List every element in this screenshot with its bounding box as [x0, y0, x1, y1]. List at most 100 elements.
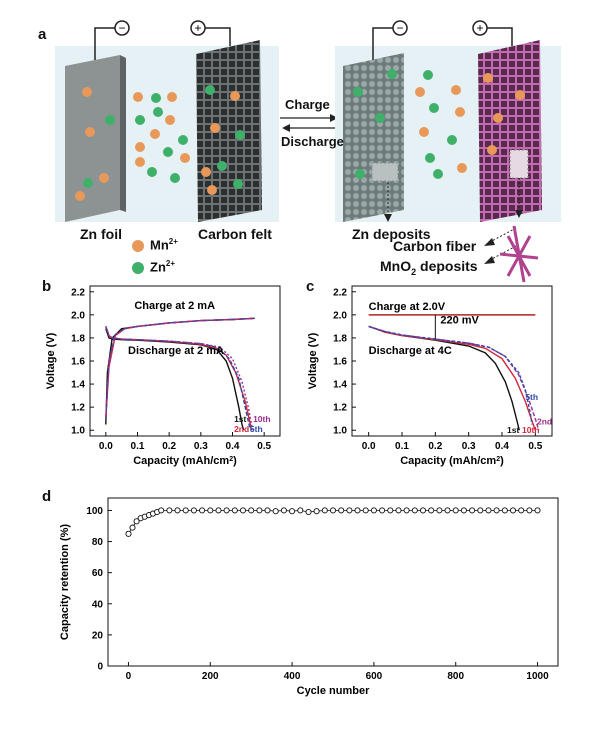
cycle-label-5th: 5th: [250, 424, 263, 434]
retention-point: [444, 507, 451, 514]
x-tick-label: 0.4: [495, 441, 509, 452]
cycle-label-1st: 1st: [507, 425, 519, 435]
mn-legend-label: Mn2+: [150, 237, 178, 253]
y-tick-label: 2.0: [333, 310, 347, 321]
retention-point: [248, 507, 255, 514]
retention-point: [403, 507, 410, 514]
cycle-label-10th: 10th: [522, 425, 539, 435]
x-axis-label: Capacity (mAh/cm2): [400, 455, 504, 467]
retention-point: [370, 507, 377, 514]
mn-legend-dot: [132, 240, 144, 252]
retention-point: [133, 518, 140, 525]
carbon-felt: [196, 40, 262, 222]
zn-foil: [65, 55, 120, 222]
y-tick-label: 1.6: [71, 357, 85, 368]
retention-point: [182, 507, 189, 514]
panel-b-label: b: [42, 278, 52, 295]
mno2-deposits-label: MnO2 deposits: [380, 258, 478, 277]
x-tick-label: 0.1: [131, 441, 145, 452]
charge-curve-2nd: [105, 317, 255, 419]
y-tick-label: 2.0: [71, 310, 85, 321]
retention-point: [190, 507, 197, 514]
charge-annotation: Charge at 2 mA: [134, 300, 215, 312]
cycle-label-5th: 5th: [525, 392, 538, 402]
y-tick-label: 1.0: [333, 426, 347, 437]
retention-point: [145, 512, 152, 519]
y-tick-label: 0: [97, 662, 103, 673]
retention-point: [231, 507, 238, 514]
x-tick-label: 0.5: [528, 441, 542, 452]
charge-curve-10th: [105, 317, 255, 417]
cycle-label-1st: 1st: [234, 414, 246, 424]
retention-point: [509, 507, 517, 514]
retention-point: [264, 507, 271, 514]
y-tick-label: 1.8: [333, 333, 347, 344]
retention-point: [199, 507, 206, 514]
retention-point: [460, 507, 467, 514]
discharge-label: Discharge: [281, 134, 344, 149]
x-tick-label: 0: [126, 671, 132, 682]
carbon-fiber-label: Carbon fiber: [393, 238, 477, 254]
y-axis-label: Voltage (V): [45, 332, 57, 389]
retention-point: [297, 507, 304, 514]
retention-point: [469, 507, 476, 514]
retention-point: [129, 524, 136, 531]
retention-point: [534, 507, 541, 514]
panel-d-label: d: [42, 488, 52, 505]
zn-legend-dot: [132, 262, 144, 274]
y-tick-label: 1.6: [333, 357, 347, 368]
discharge-curve-10th: [368, 325, 536, 431]
retention-point: [501, 507, 508, 514]
retention-point: [223, 507, 230, 514]
y-axis-label: Voltage (V): [307, 332, 319, 389]
retention-point: [436, 507, 443, 514]
retention-point: [419, 507, 427, 514]
retention-point: [518, 507, 525, 514]
retention-point: [207, 507, 214, 514]
x-tick-label: 0.0: [362, 441, 376, 452]
svg-text:−: −: [118, 21, 125, 35]
retention-point: [477, 507, 484, 514]
left-minus-terminal: [114, 20, 130, 36]
y-tick-label: 80: [92, 537, 104, 548]
retention-point: [321, 507, 328, 514]
retention-point: [313, 508, 320, 515]
y-tick-label: 20: [92, 630, 104, 641]
retention-point: [493, 507, 500, 514]
retention-point: [526, 507, 533, 514]
retention-point: [346, 507, 353, 514]
y-tick-label: 100: [86, 506, 103, 517]
x-tick-label: 600: [366, 671, 383, 682]
y-tick-label: 1.4: [71, 380, 85, 391]
retention-point: [428, 507, 435, 514]
x-tick-label: 200: [202, 671, 219, 682]
y-tick-label: 40: [92, 599, 104, 610]
x-tick-label: 0.1: [395, 441, 409, 452]
svg-text:+: +: [476, 21, 483, 35]
y-axis-label: Capacity retention (%): [59, 524, 71, 640]
retention-point: [215, 507, 222, 514]
retention-point: [411, 507, 418, 514]
x-axis-label: Capacity (mAh/cm2): [133, 455, 237, 467]
discharge-curve-5th: [368, 325, 533, 425]
y-tick-label: 1.0: [71, 426, 85, 437]
carbon-felt-label: Carbon felt: [198, 226, 272, 242]
retention-point: [305, 508, 312, 516]
retention-point: [289, 508, 296, 515]
plot-frame: [107, 497, 559, 667]
charge-curve-5th: [105, 317, 255, 419]
retention-point: [166, 507, 173, 514]
x-tick-label: 0.5: [257, 441, 271, 452]
retention-point: [154, 508, 161, 516]
svg-text:−: −: [396, 21, 403, 35]
retention-point: [256, 507, 263, 514]
panel-a-schematic: − + − +: [55, 20, 561, 283]
discharge-curve-1st: [105, 328, 245, 431]
charge-annotation: Charge at 2.0V: [369, 301, 446, 313]
overpotential-annotation: 220 mV: [440, 315, 479, 327]
left-plus-terminal: [190, 20, 206, 36]
x-tick-label: 400: [284, 671, 301, 682]
x-tick-label: 0.2: [162, 441, 176, 452]
panel-a-label: a: [38, 26, 47, 43]
retention-point: [174, 507, 181, 514]
